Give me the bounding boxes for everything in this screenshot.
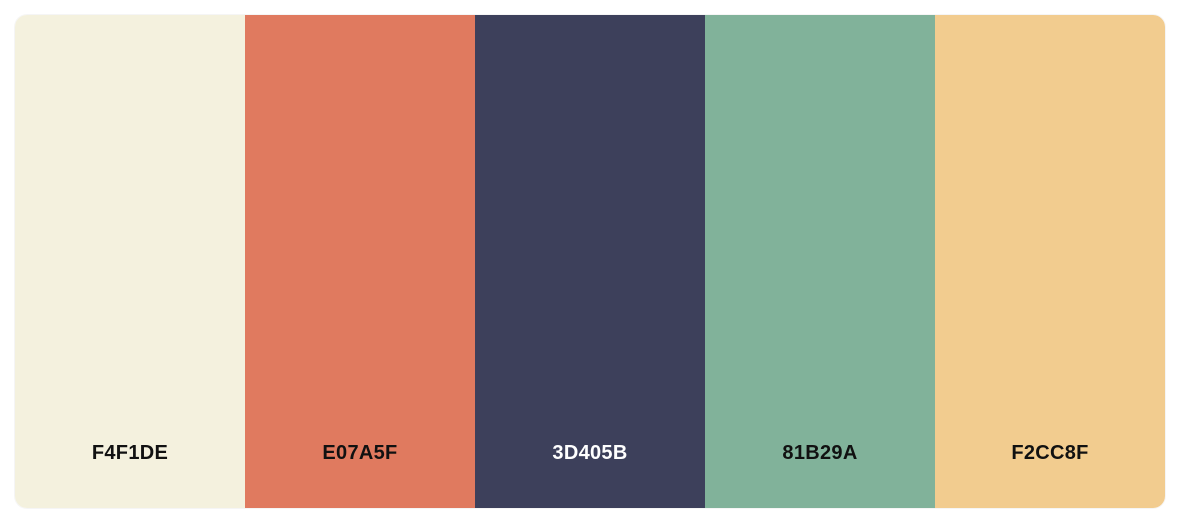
swatch-hex-label: 81B29A [782,442,858,464]
swatch-hex-label: F2CC8F [1011,442,1089,464]
swatch-hex-label: E07A5F [322,442,398,464]
swatch-hex-label: 3D405B [552,442,628,464]
color-swatch-e07a5f[interactable]: E07A5F [245,15,475,508]
color-swatch-3d405b[interactable]: 3D405B [475,15,705,508]
color-swatch-81b29a[interactable]: 81B29A [705,15,935,508]
color-swatch-f4f1de[interactable]: F4F1DE [15,15,245,508]
color-palette: F4F1DE E07A5F 3D405B 81B29A F2CC8F [15,15,1165,508]
swatch-hex-label: F4F1DE [91,442,169,464]
color-swatch-f2cc8f[interactable]: F2CC8F [935,15,1165,508]
